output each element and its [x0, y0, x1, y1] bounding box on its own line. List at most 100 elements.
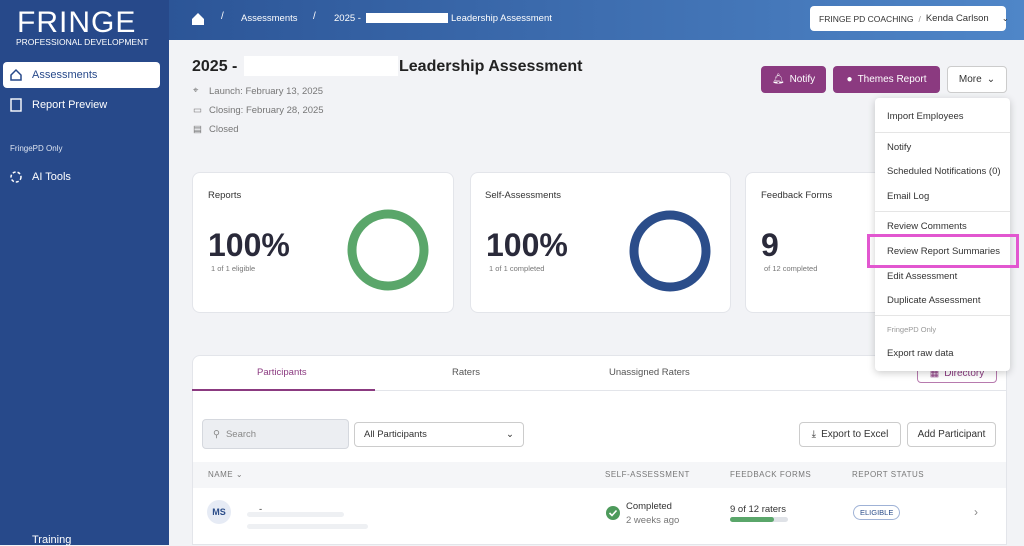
- status-pill: ELIGIBLE: [853, 505, 901, 520]
- user: Kenda Carlson: [925, 13, 989, 24]
- nav-item[interactable]: Training: [32, 534, 72, 546]
- redaction: [247, 524, 368, 529]
- participant-name[interactable]: -: [259, 504, 263, 515]
- redaction: [366, 13, 448, 23]
- column-header: REPORT STATUS: [852, 470, 925, 479]
- progress-fill: [730, 517, 774, 522]
- label: Themes Report: [857, 74, 927, 85]
- nav-item[interactable]: Assessments: [32, 69, 98, 81]
- menu-item[interactable]: Duplicate Assessment: [887, 295, 981, 306]
- donut: [347, 209, 429, 291]
- themes-button[interactable]: ● Themes Report: [833, 66, 940, 93]
- breadcrumb: 2025 -: [334, 13, 361, 24]
- divider: [875, 132, 1010, 133]
- export-button[interactable]: ⤓ Export to Excel: [799, 422, 901, 447]
- feedback-count: 9 of 12 raters: [730, 504, 786, 515]
- donut: [629, 210, 711, 292]
- card-caption: 1 of 1 completed: [489, 264, 545, 273]
- tab-active[interactable]: Participants: [257, 367, 307, 378]
- crumb-sep: /: [313, 11, 316, 22]
- nav-item[interactable]: AI Tools: [32, 171, 71, 183]
- tab[interactable]: Raters: [452, 367, 480, 378]
- label: Export to Excel: [821, 429, 889, 440]
- menu-item[interactable]: Review Report Summaries: [887, 246, 1000, 257]
- table-header: [193, 462, 1006, 488]
- label: All Participants: [364, 429, 427, 440]
- column-header: SELF-ASSESSMENT: [605, 470, 690, 479]
- closing: Closing: February 28, 2025: [209, 105, 324, 116]
- self-status: Completed: [626, 501, 672, 512]
- menu-item[interactable]: Import Employees: [887, 111, 964, 122]
- logo-subtitle: PROFESSIONAL DEVELOPMENT: [16, 37, 149, 47]
- tab[interactable]: Unassigned Raters: [609, 367, 690, 378]
- meta-icon: ▤: [193, 124, 202, 135]
- breadcrumb[interactable]: Assessments: [241, 13, 298, 24]
- card-title: Self-Assessments: [485, 190, 562, 201]
- row-chevron[interactable]: ›: [974, 505, 978, 519]
- card-caption: of 12 completed: [764, 264, 818, 273]
- label: Add Participant: [917, 429, 986, 440]
- card: Self-Assessments 100% 1 of 1 completed: [470, 172, 731, 313]
- tab-underline: [192, 389, 375, 391]
- meta-icon: ▭: [193, 105, 202, 116]
- menu-item[interactable]: Notify: [887, 142, 912, 153]
- redaction: [247, 512, 344, 517]
- sidebar: FRINGE PROFESSIONAL DEVELOPMENT Assessme…: [0, 0, 169, 546]
- notify-button[interactable]: 🔔︎ Notify: [761, 66, 826, 93]
- more-button[interactable]: More ⌄: [947, 66, 1007, 93]
- logo-title: FRINGE: [17, 6, 137, 39]
- redaction: [244, 56, 398, 76]
- nav-item[interactable]: Report Preview: [32, 99, 108, 111]
- card-title: Feedback Forms: [761, 190, 833, 201]
- placeholder: Search: [225, 428, 257, 440]
- section-label: FringePD Only: [10, 144, 63, 153]
- menu-section: FringePD Only: [887, 325, 937, 334]
- title: Leadership Assessment: [399, 58, 583, 75]
- account-switcher[interactable]: FRINGE PD COACHING / Kenda Carlson ⌄: [810, 6, 1009, 31]
- launch: Launch: February 13, 2025: [209, 86, 324, 97]
- menu-item[interactable]: Review Comments: [887, 221, 967, 232]
- label: Directory: [944, 367, 985, 379]
- add-button[interactable]: Add Participant: [907, 422, 996, 447]
- card-value: 9: [761, 227, 779, 263]
- report-icon: [10, 98, 22, 112]
- topbar: / Assessments / 2025 - Leadership Assess…: [169, 0, 1024, 40]
- card-value: 100%: [486, 227, 568, 263]
- filter-select[interactable]: All Participants ⌄: [354, 422, 524, 447]
- card-caption: 1 of 1 eligible: [211, 264, 256, 273]
- divider: [875, 315, 1010, 316]
- column-header: FEEDBACK FORMS: [730, 470, 812, 479]
- chevron: ⌄: [1001, 13, 1009, 23]
- home-icon: [10, 68, 22, 81]
- column-header[interactable]: NAME ⌄: [208, 470, 244, 479]
- card: Reports 100% 1 of 1 eligible: [192, 172, 454, 313]
- label: NAME: [208, 470, 234, 479]
- meta-icon: ⌖: [193, 85, 199, 96]
- status: Closed: [209, 124, 239, 135]
- highlight-box: [867, 234, 1019, 268]
- check-icon: [606, 506, 620, 520]
- self-time: 2 weeks ago: [626, 515, 680, 526]
- avatar: MS: [207, 500, 231, 524]
- home-icon[interactable]: [191, 12, 205, 26]
- menu-item[interactable]: Scheduled Notifications (0): [887, 166, 1001, 177]
- menu-item[interactable]: Export raw data: [887, 348, 954, 359]
- search-box[interactable]: ⚲ Search: [202, 419, 349, 449]
- menu-item[interactable]: Edit Assessment: [887, 271, 958, 282]
- menu-item[interactable]: Email Log: [887, 191, 930, 202]
- label: Notify: [789, 74, 816, 85]
- tab-border: [375, 390, 1007, 391]
- nav-active[interactable]: [3, 62, 160, 88]
- card-title: Reports: [208, 190, 242, 201]
- title: 2025 -: [192, 58, 238, 75]
- label: More: [958, 74, 982, 85]
- org: FRINGE PD COACHING: [819, 13, 914, 24]
- crumb-sep: /: [221, 11, 224, 22]
- divider: [875, 211, 1010, 212]
- separator: /: [918, 13, 921, 24]
- progress-track: [730, 517, 788, 522]
- ai-icon: [10, 171, 22, 183]
- breadcrumb: Leadership Assessment: [451, 13, 552, 24]
- card-value: 100%: [208, 227, 290, 263]
